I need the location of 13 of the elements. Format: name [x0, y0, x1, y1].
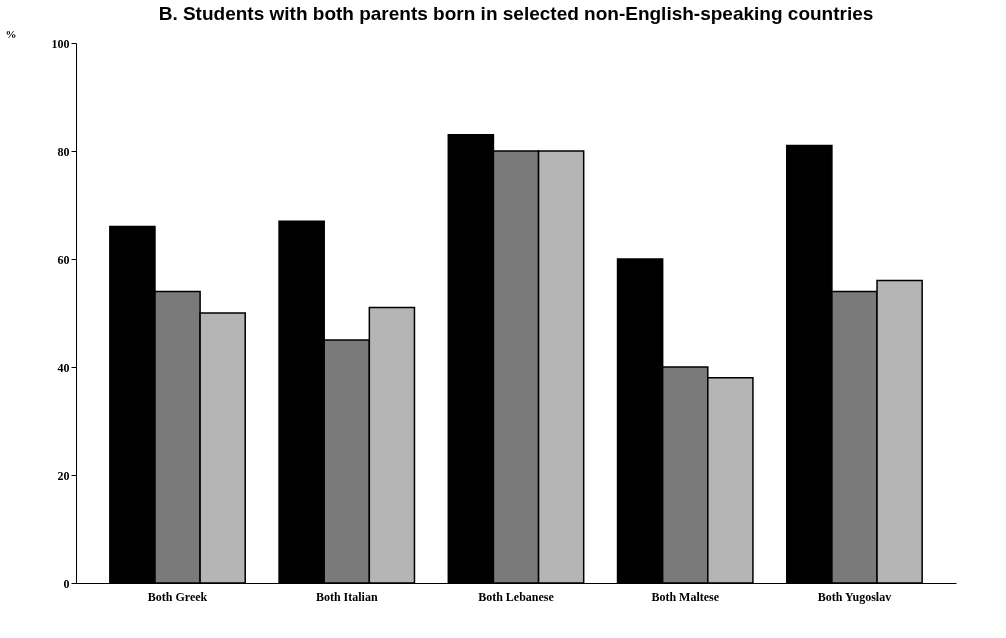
x-tick-label: Both Yugoslav — [817, 589, 892, 604]
x-tick-label: Both Maltese — [651, 589, 720, 604]
y-tick-label: 20 — [57, 468, 70, 483]
y-tick-label: 40 — [57, 360, 70, 375]
chart-title: B. Students with both parents born in selected non-English-speaking countries — [158, 3, 874, 24]
x-tick-label: Both Lebanese — [478, 589, 555, 604]
y-tick-label: 100 — [51, 36, 70, 51]
y-axis-title: % — [5, 27, 17, 40]
y-tick-label: 80 — [57, 144, 70, 159]
y-tick-label: 0 — [63, 576, 70, 591]
y-tick-label: 60 — [57, 252, 70, 267]
x-tick-label: Both Greek — [147, 589, 208, 604]
x-tick-label: Both Italian — [315, 589, 378, 604]
